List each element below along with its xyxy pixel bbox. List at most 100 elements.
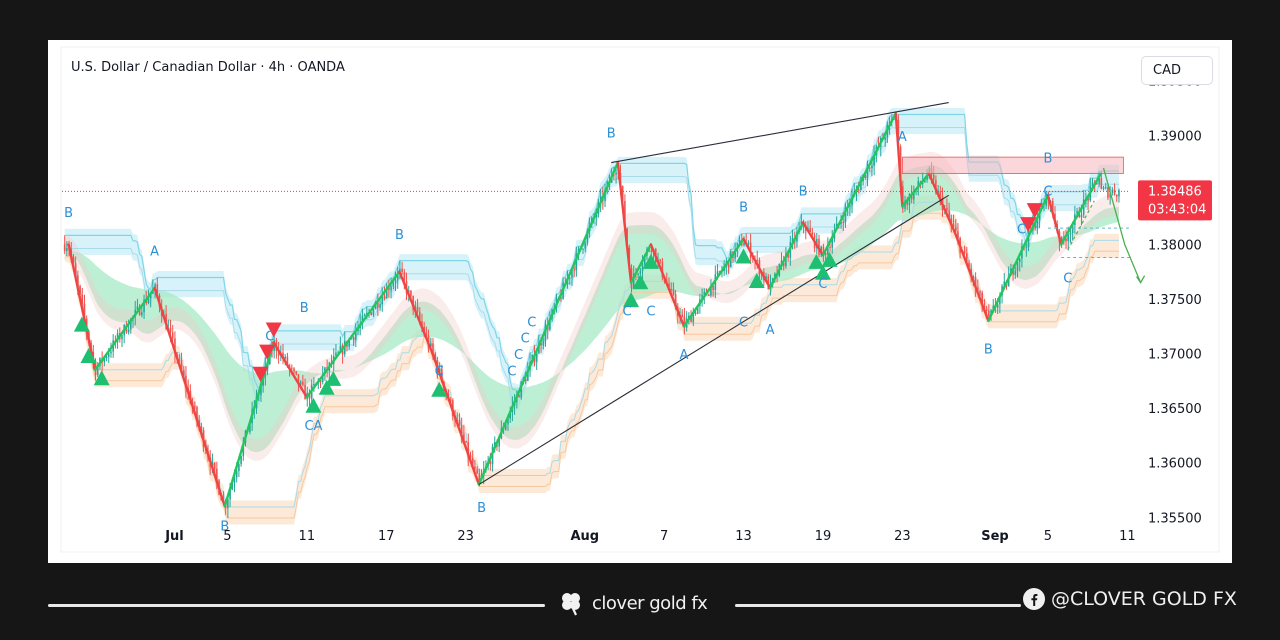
candle-body: [707, 294, 710, 296]
candle: [240, 455, 242, 467]
candle-body: [1014, 270, 1017, 275]
candle-body: [138, 306, 141, 316]
candle-body: [1076, 210, 1078, 215]
x-tick-label[interactable]: 11: [299, 529, 316, 544]
candle-body: [692, 312, 695, 323]
candle-body: [1096, 182, 1098, 185]
candle-body: [974, 277, 977, 288]
candle-body: [752, 258, 754, 260]
wave-label: C: [435, 364, 444, 379]
sell-signal-triangle: [1026, 203, 1043, 219]
x-tick-label[interactable]: Sep: [981, 529, 1009, 544]
candle-body: [354, 331, 357, 340]
x-tick-label[interactable]: 17: [378, 529, 395, 544]
y-tick-label[interactable]: 1.37500: [1148, 293, 1202, 308]
candle: [174, 331, 176, 364]
candle-body: [996, 304, 999, 308]
candle-body: [180, 359, 183, 371]
price-axis[interactable]: 1.395001.390001.385001.380001.375001.370…: [1148, 75, 1202, 527]
x-tick-label[interactable]: 5: [1044, 529, 1052, 544]
x-tick-label[interactable]: Jul: [164, 529, 184, 544]
candle-body: [1113, 189, 1116, 195]
wave-label: A: [150, 244, 159, 259]
candle-body: [897, 119, 900, 147]
candle-body: [701, 295, 703, 300]
resistance-zone: [901, 156, 1124, 174]
candle-body: [154, 284, 156, 289]
social-handle[interactable]: @CLOVER GOLD FX: [1023, 588, 1237, 610]
x-tick-label[interactable]: 19: [815, 529, 832, 544]
candle: [394, 271, 397, 292]
candle-body: [156, 284, 159, 296]
sell-signal-triangle: [252, 366, 269, 382]
projection-path: [1102, 167, 1142, 283]
y-tick-label[interactable]: 1.36500: [1148, 402, 1202, 417]
currency-button[interactable]: CAD: [1141, 56, 1213, 85]
candle-body: [831, 238, 834, 248]
candle-body: [787, 253, 789, 258]
buy-signal-triangle: [431, 381, 448, 397]
x-tick-label[interactable]: 11: [1119, 529, 1136, 544]
candle-body: [864, 174, 867, 179]
price-tag-value: 1.38486: [1148, 184, 1202, 199]
y-tick-label[interactable]: 1.39000: [1148, 129, 1202, 144]
y-tick-label[interactable]: 1.36000: [1148, 457, 1202, 472]
candle-body: [571, 269, 573, 278]
y-tick-label[interactable]: 1.35500: [1148, 511, 1202, 526]
x-tick-label[interactable]: Aug: [570, 529, 599, 544]
x-tick-label[interactable]: 23: [457, 529, 474, 544]
candle-body: [520, 381, 523, 398]
candle: [295, 371, 298, 376]
symbol-title[interactable]: U.S. Dollar / Canadian Dollar · 4h · OAN…: [71, 60, 345, 75]
social-handle-text: @CLOVER GOLD FX: [1051, 588, 1237, 610]
candle-body: [1107, 187, 1109, 198]
candle: [637, 272, 639, 279]
candle-body: [639, 270, 642, 274]
candle-body: [690, 315, 692, 323]
candle-body: [641, 264, 644, 271]
candle: [458, 413, 461, 427]
candle-body: [884, 137, 886, 140]
candle: [1018, 258, 1021, 272]
candle-body: [979, 291, 981, 293]
candle-body: [868, 167, 871, 169]
candle-body: [1012, 268, 1014, 275]
candle-body: [174, 338, 176, 355]
candle: [63, 235, 66, 254]
price-tag-box: [1138, 180, 1212, 221]
price-tag-countdown: 03:43:04: [1148, 202, 1206, 217]
candle-body: [72, 256, 75, 264]
candle-body: [544, 326, 547, 341]
y-tick-label[interactable]: 1.37000: [1148, 348, 1202, 363]
candle-body: [681, 314, 684, 318]
zigzag-down-leg: [153, 286, 226, 508]
candle-body: [284, 356, 287, 359]
candle-body: [74, 263, 77, 276]
candle-body: [659, 259, 661, 262]
candle-body: [295, 371, 298, 375]
zigzag-down-leg: [927, 172, 957, 235]
x-tick-label[interactable]: 23: [894, 529, 911, 544]
time-axis[interactable]: Jul 5 11 17 23 Aug 7 13 19 23 Sep 5 11: [164, 529, 1135, 544]
y-tick-label[interactable]: 1.38000: [1148, 238, 1202, 253]
candle-body: [425, 334, 428, 336]
zigzag-up-leg: [629, 243, 653, 284]
candle: [1014, 266, 1017, 279]
candle-body: [143, 299, 145, 313]
x-tick-label[interactable]: 7: [660, 529, 668, 544]
candle-body: [716, 271, 719, 275]
x-tick-label[interactable]: 13: [735, 529, 752, 544]
footer-divider-right: [735, 604, 1021, 607]
candle-body: [1118, 190, 1120, 197]
candle-body: [182, 370, 185, 376]
candle-body: [449, 399, 452, 401]
x-tick-label[interactable]: 5: [223, 529, 231, 544]
candle-body: [1080, 214, 1083, 218]
candle: [965, 246, 968, 263]
candle: [123, 323, 126, 344]
wave-label: A: [898, 130, 907, 145]
candle: [683, 307, 686, 335]
candle-body: [465, 441, 467, 443]
candle-body: [637, 273, 639, 275]
